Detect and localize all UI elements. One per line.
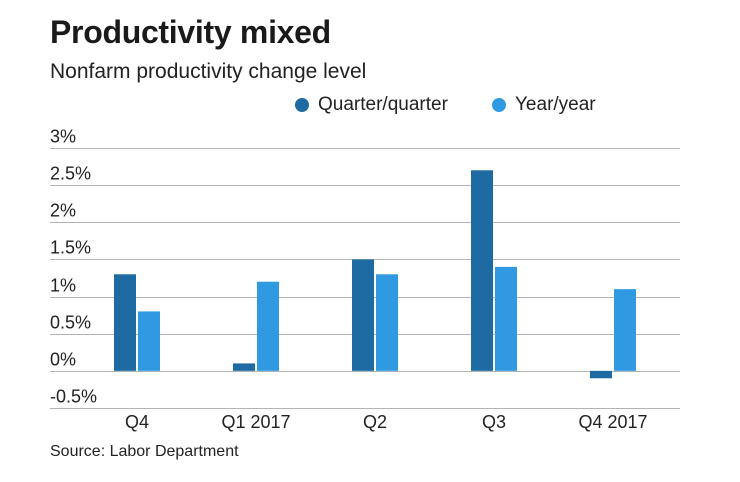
y-tick-label: 0%	[50, 350, 76, 370]
y-tick-label: 2.5%	[50, 164, 91, 184]
x-tick-label: Q4	[125, 412, 149, 432]
legend-label-quarter-quarter: Quarter/quarter	[318, 94, 448, 115]
bar-year-year	[138, 311, 160, 371]
x-tick-label: Q2	[363, 412, 387, 432]
bar-quarter-quarter	[352, 259, 374, 371]
bar-year-year	[257, 281, 279, 371]
y-tick-label: 1.5%	[50, 238, 91, 258]
chart-subtitle: Nonfarm productivity change level	[50, 60, 367, 83]
y-tick-label: 2%	[50, 201, 76, 221]
y-tick-label: -0.5%	[50, 387, 97, 407]
x-tick-label: Q1 2017	[221, 412, 290, 432]
bar-year-year	[376, 274, 398, 371]
y-tick-label: 3%	[50, 127, 76, 147]
y-tick-label: 0.5%	[50, 313, 91, 333]
legend-swatch-quarter-quarter	[295, 98, 309, 112]
x-tick-label: Q4 2017	[578, 412, 647, 432]
legend-item-quarter-quarter: Quarter/quarter	[295, 94, 448, 116]
bar-quarter-quarter	[590, 370, 612, 379]
chart-legend: Quarter/quarter Year/year	[0, 94, 740, 120]
legend-label-year-year: Year/year	[515, 94, 596, 115]
legend-item-year-year: Year/year	[492, 94, 596, 116]
y-tick-label: 1%	[50, 276, 76, 296]
bar-quarter-quarter	[471, 170, 493, 371]
bar-year-year	[614, 289, 636, 371]
legend-swatch-year-year	[492, 98, 506, 112]
source-note: Source: Labor Department	[50, 443, 239, 460]
bar-quarter-quarter	[233, 363, 255, 371]
chart-title: Productivity mixed	[50, 14, 331, 50]
x-tick-label: Q3	[482, 412, 506, 432]
bar-year-year	[495, 266, 517, 371]
bar-quarter-quarter	[114, 274, 136, 371]
